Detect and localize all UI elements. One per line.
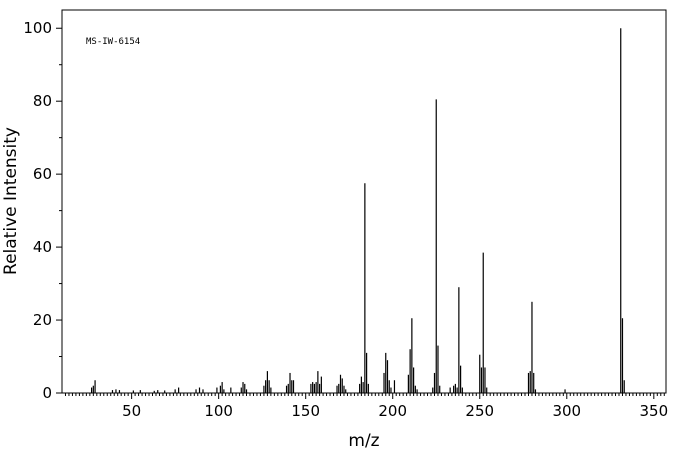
y-tick-label: 0 bbox=[42, 384, 52, 402]
x-tick-label: 200 bbox=[378, 402, 407, 420]
plot-frame bbox=[61, 9, 667, 394]
x-tick-label: 100 bbox=[204, 402, 233, 420]
y-tick-label: 100 bbox=[23, 19, 52, 37]
ticks-layer: 50 100 150 200 250 300 350 0 20 40 60 80 100 bbox=[23, 19, 668, 420]
x-tick-label: 300 bbox=[552, 402, 581, 420]
x-tick-label: 150 bbox=[291, 402, 320, 420]
y-tick-label: 60 bbox=[33, 165, 52, 183]
peaks-layer bbox=[90, 28, 625, 393]
y-tick-label: 40 bbox=[33, 238, 52, 256]
y-tick-label: 20 bbox=[33, 311, 52, 329]
x-tick-label: 250 bbox=[465, 402, 494, 420]
x-axis-label: m/z bbox=[348, 431, 379, 451]
x-tick-label: 350 bbox=[639, 402, 668, 420]
x-tick-label: 50 bbox=[122, 402, 141, 420]
y-axis-label: Relative Intensity bbox=[1, 127, 21, 275]
y-tick-label: 80 bbox=[33, 92, 52, 110]
chart-annotation: MS-IW-6154 bbox=[86, 37, 140, 47]
